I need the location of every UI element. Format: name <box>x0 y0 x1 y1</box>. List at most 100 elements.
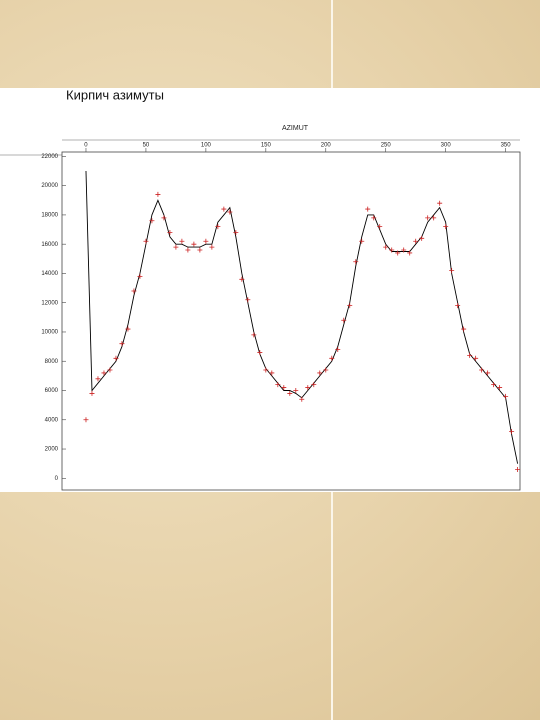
data-point <box>317 370 323 376</box>
x-tick-label: 50 <box>143 143 150 149</box>
data-point <box>113 355 119 361</box>
data-point <box>347 303 353 309</box>
y-tick-label: 18000 <box>41 212 58 218</box>
data-point <box>89 390 95 396</box>
data-point <box>335 347 341 353</box>
data-point <box>425 215 431 221</box>
y-tick-label: 16000 <box>41 242 58 248</box>
data-point <box>311 382 317 388</box>
data-point <box>257 349 263 355</box>
data-point <box>191 241 197 247</box>
x-tick-label: 350 <box>501 143 512 149</box>
data-point <box>449 268 455 274</box>
data-point <box>305 385 311 391</box>
y-tick-label: 10000 <box>41 330 58 336</box>
y-tick-label: 8000 <box>45 359 59 365</box>
data-point <box>227 209 233 215</box>
data-point <box>101 370 107 376</box>
data-point <box>155 191 161 197</box>
data-point <box>377 224 383 230</box>
data-point <box>491 382 497 388</box>
x-tick-label: 100 <box>201 143 212 149</box>
x-tick-label: 200 <box>321 143 332 149</box>
data-line <box>85 171 519 464</box>
y-tick-label: 22000 <box>41 154 58 160</box>
data-point <box>149 218 155 224</box>
data-point <box>173 244 179 250</box>
data-point <box>407 250 413 256</box>
data-point <box>215 224 221 230</box>
data-point <box>287 390 293 396</box>
y-tick-label: 2000 <box>45 447 59 453</box>
data-point <box>437 200 443 206</box>
data-point <box>209 244 215 250</box>
data-point <box>431 215 437 221</box>
y-tick-label: 0 <box>55 476 59 482</box>
data-point <box>389 247 395 253</box>
y-tick-label: 20000 <box>41 183 58 189</box>
data-point <box>233 229 239 235</box>
data-point <box>245 297 251 303</box>
data-point <box>413 238 419 244</box>
data-point <box>503 393 509 399</box>
data-point <box>119 341 125 347</box>
data-point <box>467 352 473 358</box>
tile-seam <box>331 492 333 720</box>
chart-title: Кирпич азимуты <box>66 87 164 102</box>
x-tick-label: 0 <box>84 143 88 149</box>
data-point <box>473 355 479 361</box>
data-point <box>485 370 491 376</box>
data-point <box>95 376 101 382</box>
data-point <box>419 235 425 241</box>
data-point <box>515 467 521 473</box>
data-point <box>131 288 137 294</box>
data-point <box>509 428 515 434</box>
data-point <box>371 215 377 221</box>
data-point <box>323 367 329 373</box>
data-point <box>497 385 503 391</box>
x-tick-label: 250 <box>381 143 392 149</box>
x-tick-label: 300 <box>441 143 452 149</box>
data-point <box>293 388 299 394</box>
data-point <box>299 396 305 402</box>
data-point <box>161 215 167 221</box>
data-point <box>353 259 359 265</box>
data-point <box>383 244 389 250</box>
data-point <box>185 247 191 253</box>
data-point <box>401 247 407 253</box>
y-tick-label: 4000 <box>45 417 59 423</box>
data-point <box>263 367 269 373</box>
data-point <box>395 250 401 256</box>
data-point <box>281 385 287 391</box>
data-point <box>275 382 281 388</box>
y-tick-label: 14000 <box>41 271 58 277</box>
data-point <box>359 238 365 244</box>
data-point <box>179 238 185 244</box>
x-axis-label: AZIMUT <box>282 125 309 132</box>
data-point <box>341 317 347 323</box>
data-point <box>329 355 335 361</box>
data-point <box>125 326 131 332</box>
data-point <box>197 247 203 253</box>
data-point <box>479 367 485 373</box>
data-point <box>365 206 371 212</box>
y-tick-label: 12000 <box>41 300 58 306</box>
tile-seam <box>331 0 333 88</box>
data-point <box>461 326 467 332</box>
data-point <box>107 367 113 373</box>
data-point <box>443 224 449 230</box>
data-point <box>251 332 257 338</box>
chart-panel <box>0 88 540 492</box>
data-point <box>455 303 461 309</box>
y-tick-label: 6000 <box>45 388 59 394</box>
data-point <box>203 238 209 244</box>
plot-frame <box>61 151 521 491</box>
data-point <box>83 417 89 423</box>
data-point <box>239 276 245 282</box>
data-point <box>137 273 143 279</box>
data-point <box>143 238 149 244</box>
data-point <box>269 370 275 376</box>
x-tick-label: 150 <box>261 143 272 149</box>
